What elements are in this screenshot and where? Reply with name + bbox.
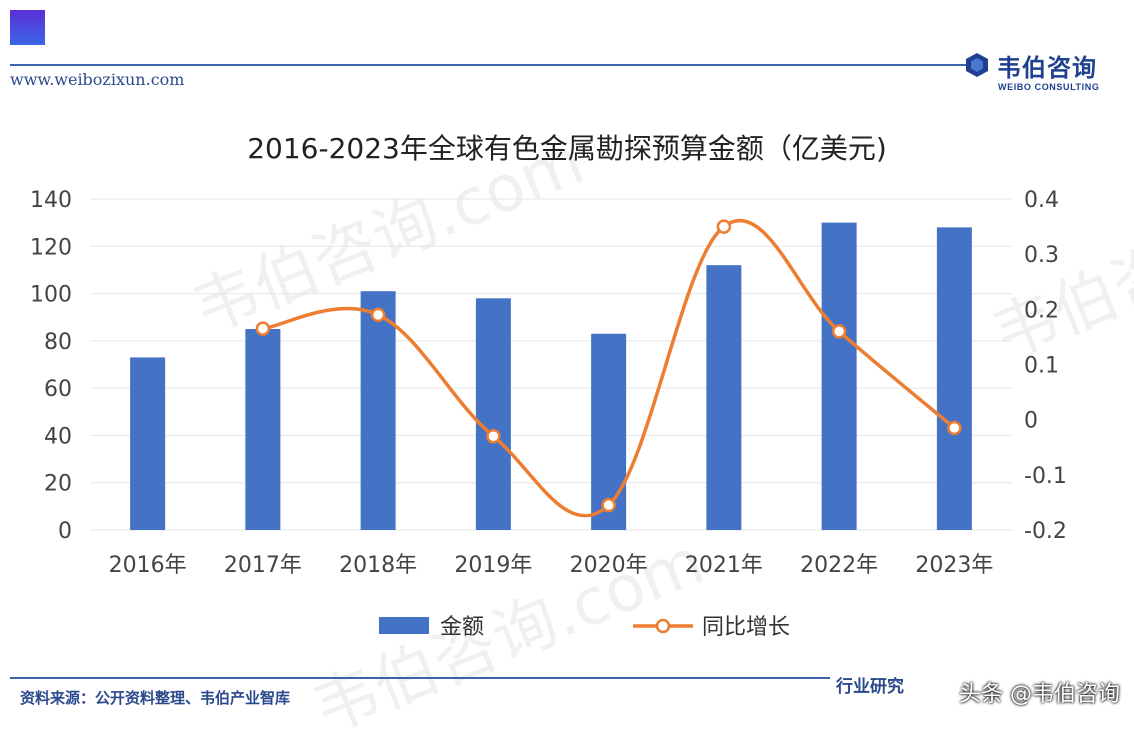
site-url[interactable]: www.weibozixun.com: [10, 70, 185, 89]
bar: [706, 265, 742, 530]
y-right-tick-label: 0.2: [1024, 298, 1059, 323]
chart-canvas: 0 20 40 60 80 100 120 140 -0.2 -0.1 0 0.1 0.2 0.3 0.4 2…: [30, 188, 1067, 640]
growth-point: [716, 219, 732, 234]
y-left-tick-label: 80: [44, 330, 72, 355]
brand-subtitle: WEIBO CONSULTING: [998, 82, 1100, 92]
x-tick-label: 2019年: [454, 553, 532, 578]
y-left-tick-label: 140: [30, 188, 72, 213]
bar: [821, 222, 857, 530]
y-right-tick-label: 0.4: [1024, 188, 1059, 213]
corner-logo-square: [10, 10, 45, 45]
y-right-tick-label: 0: [1024, 409, 1038, 434]
x-tick-label: 2017年: [224, 553, 302, 578]
y-right-tick-label: -0.2: [1024, 519, 1067, 544]
platform-credit: 头条 @韦伯咨询: [959, 682, 1120, 707]
legend-bar-label: 金额: [440, 615, 484, 640]
y-left-tick-label: 120: [30, 235, 72, 260]
growth-point: [255, 321, 271, 336]
legend-line-label: 同比增长: [702, 615, 790, 640]
footer-slogan: 行业研究: [836, 677, 904, 697]
bar: [245, 329, 281, 530]
growth-point: [601, 497, 616, 513]
growth-point: [947, 420, 962, 436]
x-tick-label: 2016年: [109, 553, 187, 578]
footer-divider: [10, 677, 830, 679]
source-note: 资料来源：公开资料整理、韦伯产业智库: [20, 689, 291, 707]
x-tick-label: 2018年: [339, 553, 417, 578]
y-left-tick-label: 20: [44, 472, 72, 497]
bar: [475, 298, 511, 530]
growth-point: [486, 428, 501, 444]
header-divider: [10, 64, 968, 66]
y-left-tick-label: 40: [44, 424, 72, 449]
y-left-tick-label: 100: [30, 283, 72, 308]
growth-point: [831, 324, 847, 339]
x-tick-label: 2023年: [915, 553, 993, 578]
legend-line-marker: [655, 618, 671, 634]
bar: [936, 227, 972, 530]
bar: [591, 333, 627, 530]
bar: [360, 291, 396, 530]
x-tick-label: 2021年: [685, 553, 763, 578]
x-tick-label: 2020年: [570, 553, 648, 578]
y-right-tick-label: -0.1: [1024, 464, 1067, 489]
y-right-tick-label: 0.3: [1024, 243, 1059, 268]
growth-point: [370, 307, 386, 323]
brand-hexagon-icon: [966, 53, 988, 77]
y-left-tick-label: 0: [58, 519, 72, 544]
legend-bar-swatch: [379, 617, 429, 634]
y-right-tick-label: 0.1: [1024, 354, 1059, 379]
x-tick-label: 2022年: [800, 553, 878, 578]
brand-name: 韦伯咨询: [997, 53, 1097, 82]
chart-title: 2016-2023年全球有色金属勘探预算金额（亿美元): [247, 132, 887, 165]
y-left-tick-label: 60: [44, 377, 72, 402]
bar: [130, 357, 166, 530]
